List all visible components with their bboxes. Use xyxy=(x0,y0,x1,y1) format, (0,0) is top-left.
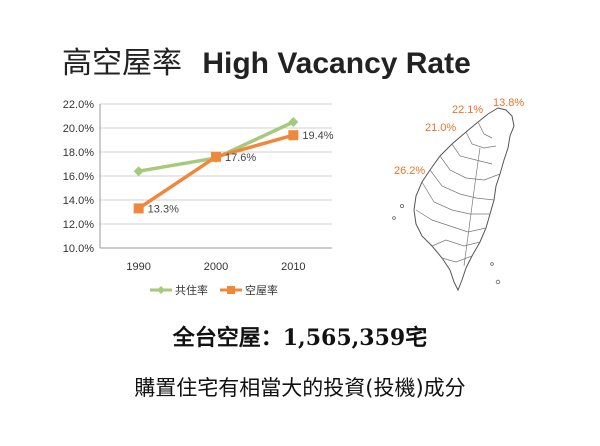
title-english: High Vacancy Rate xyxy=(202,47,471,80)
data-point xyxy=(133,166,144,177)
legend-marker xyxy=(227,286,235,294)
title-chinese: 高空屋率 xyxy=(62,46,182,81)
map-label-north-west: 22.1% xyxy=(452,104,483,116)
map-label-north-east: 13.8% xyxy=(493,97,524,109)
island-dot xyxy=(392,216,396,220)
series-line xyxy=(138,120,295,173)
legend-label: 共住率 xyxy=(175,283,208,297)
y-tick-label: 10.0% xyxy=(63,243,94,255)
map-label-north: 21.0% xyxy=(425,122,456,134)
legend-marker xyxy=(157,286,165,294)
data-point xyxy=(133,203,144,214)
vacancy-line-chart: 10.0% 12.0% 14.0% 16.0% 18.0% 20.0% 22.0% 1990 2… xyxy=(63,99,334,297)
data-point xyxy=(288,130,299,141)
island-dot xyxy=(495,279,501,285)
y-tick-label: 12.0% xyxy=(63,219,94,231)
map-label-central: 26.2% xyxy=(394,165,425,177)
taiwan-map: 22.1% 13.8% 21.0% 26.2% xyxy=(392,97,524,292)
y-tick-label: 20.0% xyxy=(63,123,94,135)
page-title: 高空屋率 High Vacancy Rate xyxy=(62,46,471,82)
x-tick-label: 2010 xyxy=(281,261,305,273)
y-tick-label: 22.0% xyxy=(63,99,94,111)
data-label: 17.6% xyxy=(225,152,256,164)
data-point xyxy=(211,151,221,162)
investment-note: 購置住宅有相當大的投資(投機)成分 xyxy=(134,376,466,400)
taiwan-outline xyxy=(413,107,515,292)
data-point xyxy=(288,117,299,127)
county-borders xyxy=(415,121,501,267)
data-label: 13.3% xyxy=(148,203,179,215)
data-label: 19.4% xyxy=(302,130,333,142)
total-vacant-units: 全台空屋：1,565,359宅 xyxy=(172,325,428,351)
y-tick-label: 14.0% xyxy=(63,195,94,207)
x-tick-label: 2000 xyxy=(204,261,228,273)
island-dot xyxy=(490,262,494,266)
island-dot xyxy=(399,204,404,209)
x-tick-label: 1990 xyxy=(126,261,150,273)
series-line xyxy=(137,133,294,210)
y-tick-label: 18.0% xyxy=(63,147,94,159)
legend-label: 空屋率 xyxy=(245,283,278,297)
y-tick-label: 16.0% xyxy=(63,171,94,183)
